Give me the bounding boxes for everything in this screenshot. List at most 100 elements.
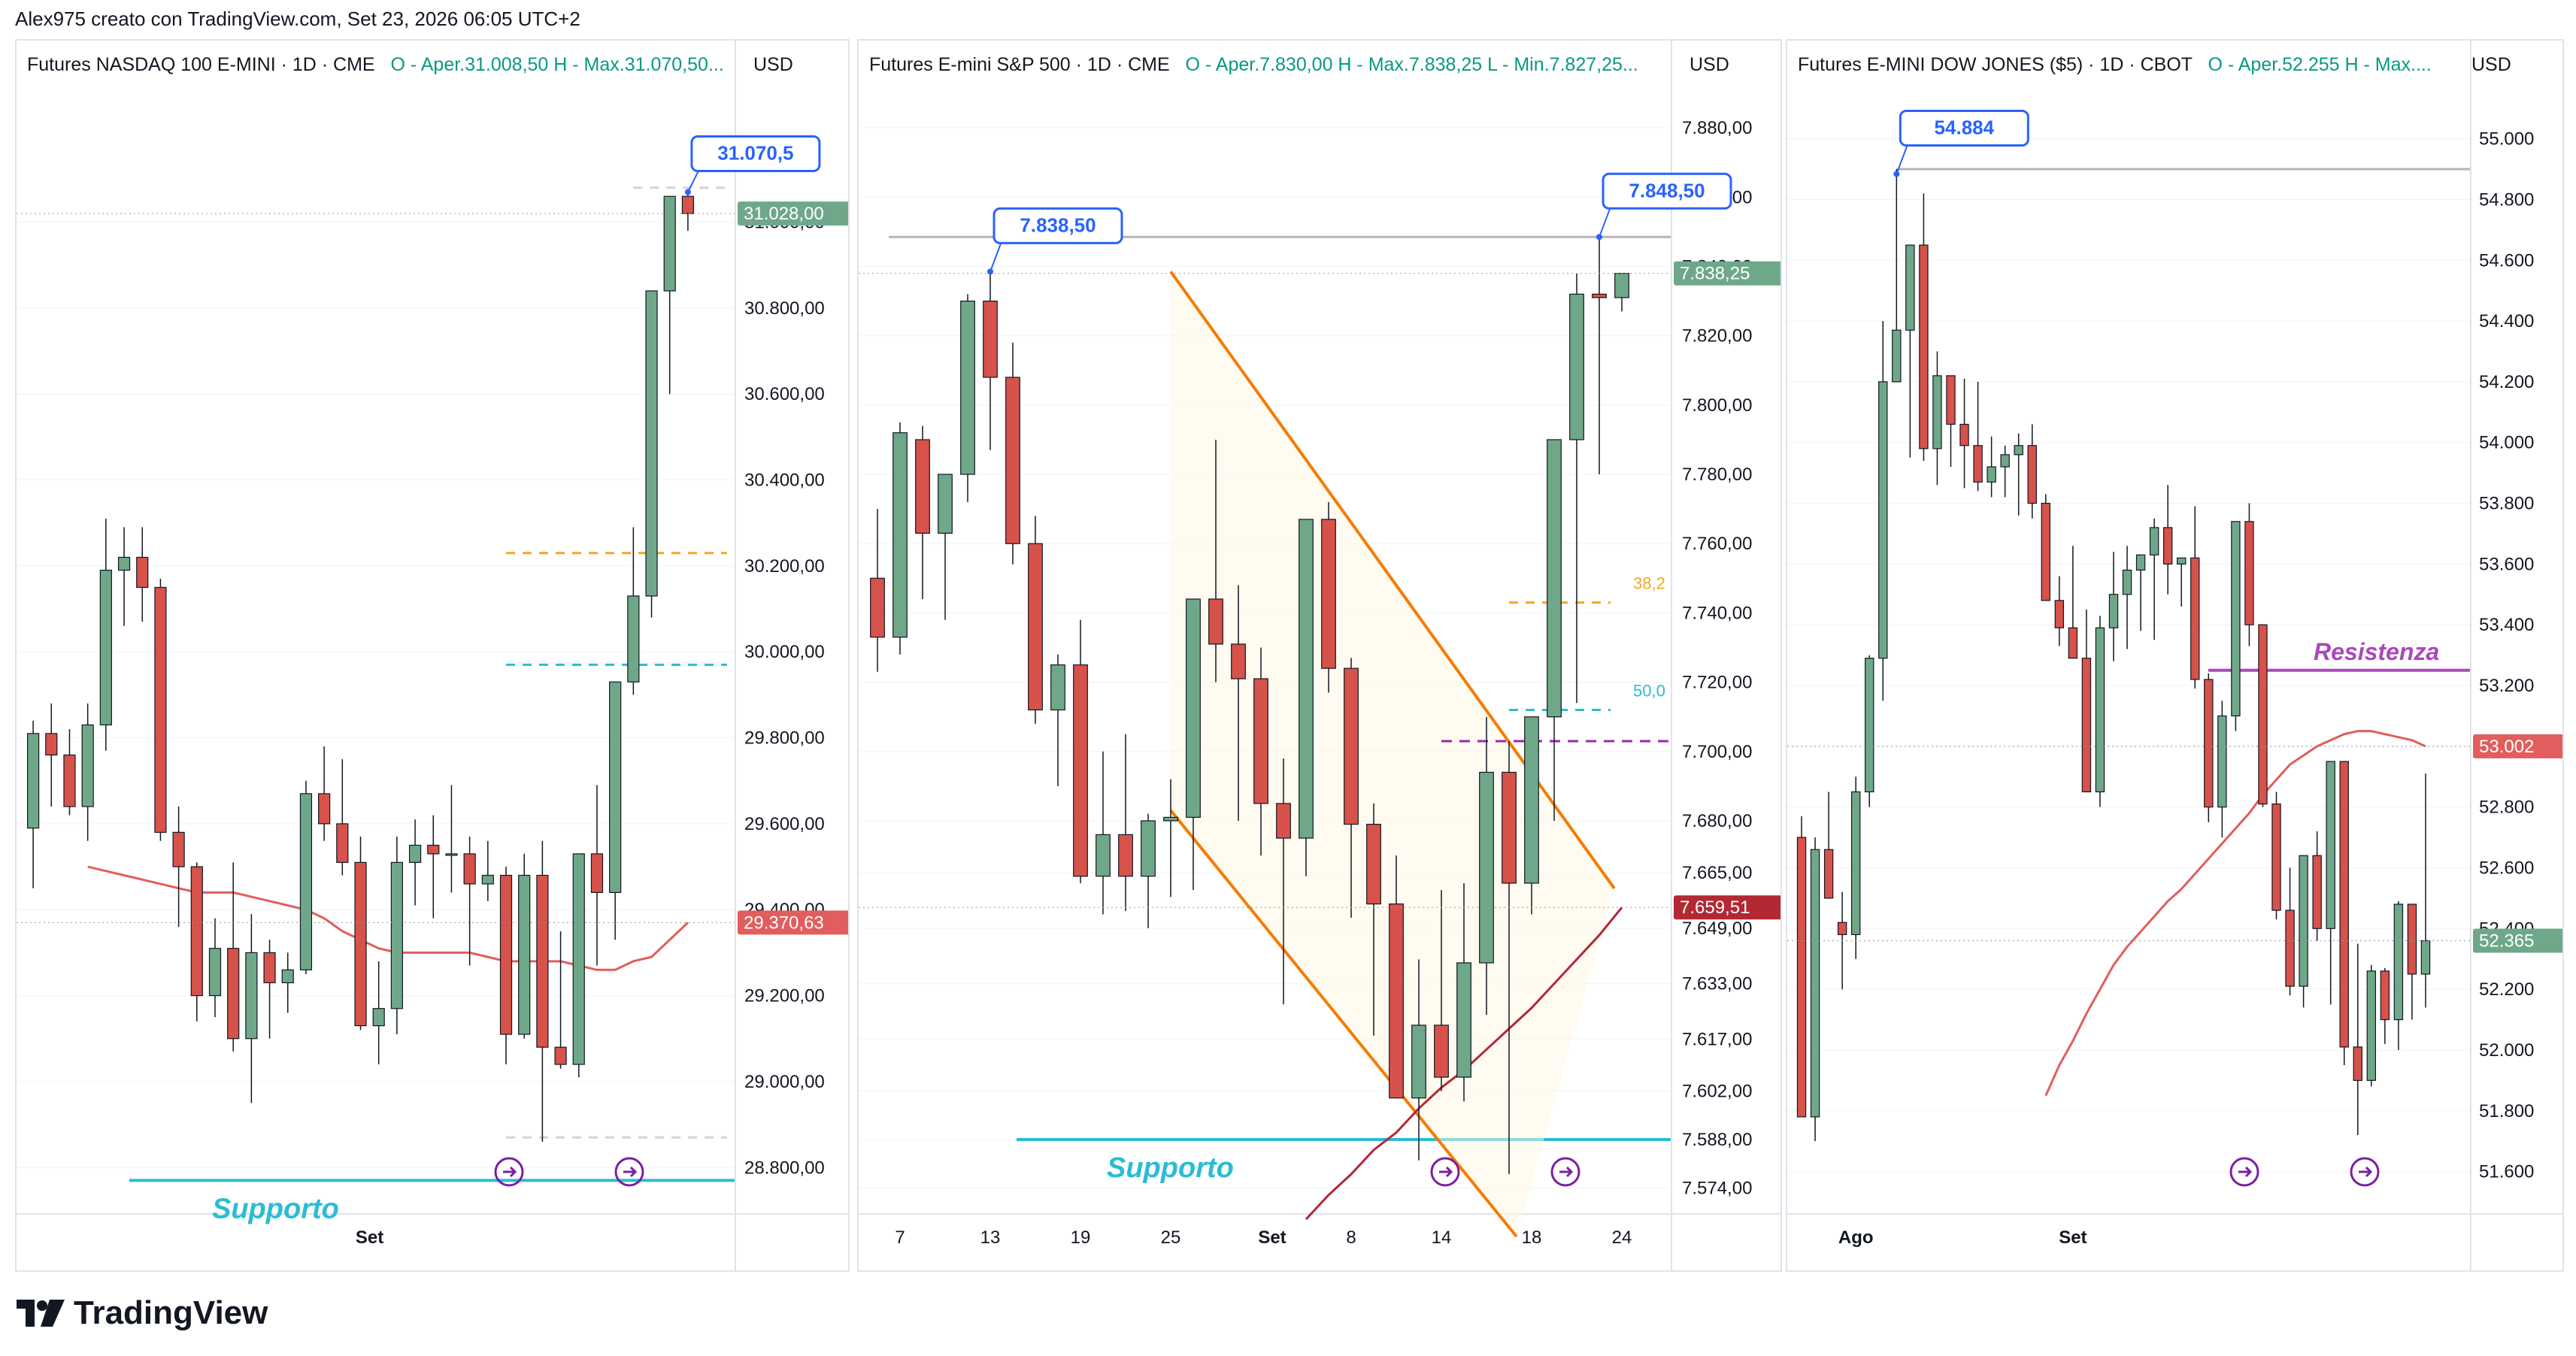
nasdaq-panel[interactable]: Futures NASDAQ 100 E-MINI · 1D · CME O -… [15, 39, 850, 1272]
candle-body [2081, 658, 2092, 793]
dividends-icon [1430, 1157, 1460, 1187]
panel-title: Futures E-mini S&P 500 · 1D · CME O - Ap… [869, 54, 1638, 76]
candlestick-chart[interactable]: 31.000,0030.800,0030.600,0030.400,0030.2… [17, 41, 850, 1272]
price-axis-label: 7.720,00 [1682, 673, 1752, 693]
candle [1524, 716, 1539, 915]
tradingview-logo-icon [17, 1300, 65, 1327]
candle [2366, 964, 2377, 1087]
support-label: Supporto [1107, 1152, 1234, 1184]
candlestick-chart[interactable]: 7.880,007.860,007.840,007.820,007.800,00… [859, 41, 1782, 1272]
candle [2285, 867, 2295, 996]
last-price-label: 52.365 [2479, 931, 2534, 951]
earnings-icon [1550, 1157, 1580, 1187]
price-axis-label: 30.600,00 [744, 384, 825, 404]
candle [1569, 273, 1584, 704]
chart-caption: Alex975 creato con TradingView.com, Set … [15, 8, 580, 30]
icon-glyph [1439, 1166, 1453, 1178]
candle [2312, 831, 2322, 941]
candle [2339, 761, 2349, 1066]
earnings-icon [2350, 1157, 2380, 1187]
symbol-title[interactable]: Futures NASDAQ 100 E-MINI · 1D · CME [27, 54, 375, 75]
candle-body [590, 853, 604, 893]
symbol-title[interactable]: Futures E-MINI DOW JONES ($5) · 1D · CBO… [1798, 54, 2193, 75]
candle [2108, 552, 2119, 661]
candle-body [554, 1046, 567, 1065]
currency-label[interactable]: USD [2471, 54, 2511, 75]
candle [299, 780, 313, 974]
symbol-title[interactable]: Futures E-mini S&P 500 · 1D · CME [869, 54, 1170, 75]
time-axis-label: 19 [1071, 1227, 1091, 1248]
candle [554, 931, 567, 1069]
candle-body [572, 853, 585, 1065]
candle [645, 290, 658, 618]
candle [2258, 624, 2268, 807]
candle-body [1050, 664, 1065, 711]
candlestick-chart[interactable]: 55.000 54.800 54.600 54.400 54.200 54.000 53.8… [1787, 41, 2564, 1272]
candle-body [1321, 519, 1336, 669]
tradingview-logo[interactable]: TradingView [17, 1294, 268, 1332]
last-price-label-bg [2473, 928, 2562, 953]
candle-body [281, 969, 294, 984]
candle-body [1865, 658, 1874, 793]
candle-body [336, 823, 349, 863]
candle-body [408, 844, 422, 863]
price-axis-label: 7.588,00 [1682, 1130, 1752, 1150]
candle-body [536, 874, 549, 1048]
candle [536, 840, 549, 1142]
candle [2162, 485, 2173, 595]
candle [2393, 900, 2404, 1050]
candle-body [1823, 849, 1834, 899]
candle-body [1073, 664, 1088, 877]
candle-body [1796, 837, 1807, 1118]
candle-body [1973, 445, 1983, 483]
price-axis-label: 29.200,00 [744, 986, 825, 1006]
callout-pointer [1599, 206, 1611, 238]
price-axis-label: 52.200 [2479, 979, 2534, 1000]
candle [2081, 609, 2092, 793]
price-axis-label: 7.649,00 [1682, 919, 1752, 939]
ma-price-label: 29.370,63 [744, 913, 824, 933]
icon-glyph [503, 1166, 517, 1178]
candle-body [938, 474, 953, 534]
currency-label[interactable]: USD [753, 54, 793, 75]
candle [63, 729, 76, 816]
ma-price-label-bg [2473, 734, 2562, 758]
candle-body [1366, 823, 1381, 905]
price-axis-label: 7.665,00 [1682, 863, 1752, 883]
candle [1389, 855, 1404, 1099]
candle-body [1479, 771, 1494, 964]
candle [572, 853, 585, 1078]
candle-body [481, 874, 494, 885]
last-price-label: 31.028,00 [744, 204, 824, 224]
candle-body [1118, 834, 1133, 877]
fib-50-label: 50,0 [1633, 681, 1665, 700]
candle [2271, 792, 2281, 920]
candle [1878, 321, 1888, 701]
candle-body [1919, 244, 1929, 449]
panel-title: Futures NASDAQ 100 E-MINI · 1D · CME O -… [27, 54, 724, 76]
candle [1411, 959, 1426, 1161]
price-axis-label: 7.602,00 [1682, 1082, 1752, 1102]
price-axis-label: 51.800 [2479, 1101, 2534, 1121]
candle-body [154, 586, 167, 833]
candle-body [2162, 527, 2173, 564]
price-axis-label: 7.760,00 [1682, 534, 1752, 554]
moving-average-line [87, 865, 689, 971]
price-axis-label: 29.800,00 [744, 728, 825, 749]
earnings-icon [614, 1157, 644, 1187]
candle [1163, 779, 1178, 897]
sp500-panel[interactable]: Futures E-mini S&P 500 · 1D · CME O - Ap… [857, 39, 1782, 1272]
dow-panel[interactable]: Futures E-MINI DOW JONES ($5) · 1D · CBO… [1786, 39, 2564, 1272]
candle-body [208, 948, 222, 997]
candle [245, 913, 258, 1103]
callout-box [690, 135, 821, 172]
callout-box [1899, 109, 2029, 147]
candle-body [1389, 903, 1404, 1099]
candle-body [983, 300, 998, 378]
dividends-icon [494, 1157, 524, 1187]
time-axis-label: 14 [1432, 1227, 1452, 1248]
candle-body [318, 793, 331, 825]
currency-label[interactable]: USD [1690, 54, 1729, 75]
candle-body [81, 724, 94, 807]
candle [2204, 673, 2214, 822]
